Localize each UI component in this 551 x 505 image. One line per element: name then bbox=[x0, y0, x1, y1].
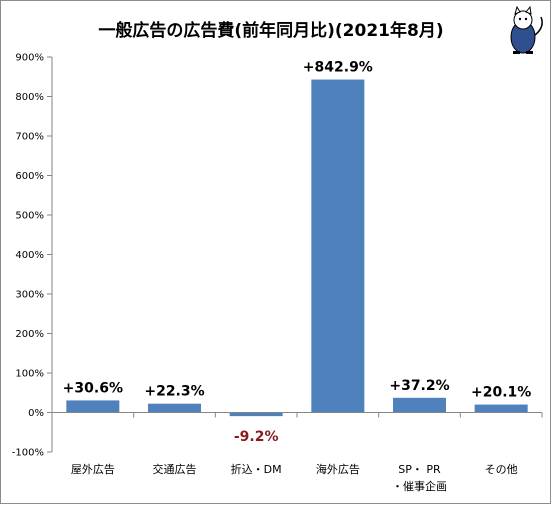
category-label: 折込・DM bbox=[231, 462, 282, 476]
y-tick-label: 500% bbox=[15, 211, 44, 222]
category-labels: 屋外広告 交通広告 折込・DM 海外広告 SP・ PR ・催事企画 その他 bbox=[71, 462, 518, 493]
bar bbox=[311, 79, 365, 413]
y-tick-label: 300% bbox=[15, 290, 44, 301]
y-tick-label: 900% bbox=[15, 53, 44, 64]
chart-title: 一般広告の広告費(前年同月比)(2021年8月) bbox=[98, 20, 443, 41]
data-label: +842.9% bbox=[303, 60, 373, 76]
y-tick-label: 100% bbox=[15, 369, 44, 380]
data-label: +20.1% bbox=[471, 385, 531, 401]
bar bbox=[148, 403, 201, 413]
data-label: +30.6% bbox=[63, 380, 123, 396]
bar bbox=[66, 400, 120, 413]
y-tick-label: 800% bbox=[15, 92, 44, 103]
category-label: 屋外広告 bbox=[71, 463, 115, 476]
data-label: -9.2% bbox=[234, 429, 279, 445]
y-tick-label: 700% bbox=[15, 132, 44, 143]
bar bbox=[229, 412, 283, 417]
data-label: +22.3% bbox=[144, 384, 204, 400]
data-labels: +30.6% +22.3% -9.2% +842.9% +37.2% +20.1% bbox=[63, 60, 532, 446]
category-label: ・催事企画 bbox=[392, 479, 447, 493]
axes bbox=[51, 57, 543, 452]
bar bbox=[393, 397, 446, 413]
bar bbox=[474, 404, 528, 413]
y-axis-ticks: -100% 0% 100% 200% 300% 400% 500% 600% 700% 800% 9… bbox=[12, 53, 52, 459]
bars bbox=[66, 79, 528, 417]
category-label: 海外広告 bbox=[316, 462, 360, 476]
y-tick-label: 0% bbox=[28, 408, 44, 419]
cat-mascot-icon bbox=[510, 5, 543, 54]
category-label: その他 bbox=[485, 463, 518, 476]
y-tick-label: 400% bbox=[15, 250, 44, 261]
category-label: SP・ PR bbox=[398, 463, 441, 476]
category-label: 交通広告 bbox=[153, 462, 197, 476]
y-tick-label: -100% bbox=[12, 448, 44, 459]
y-tick-label: 200% bbox=[15, 329, 44, 340]
y-tick-label: 600% bbox=[15, 171, 44, 182]
data-label: +37.2% bbox=[389, 378, 449, 394]
